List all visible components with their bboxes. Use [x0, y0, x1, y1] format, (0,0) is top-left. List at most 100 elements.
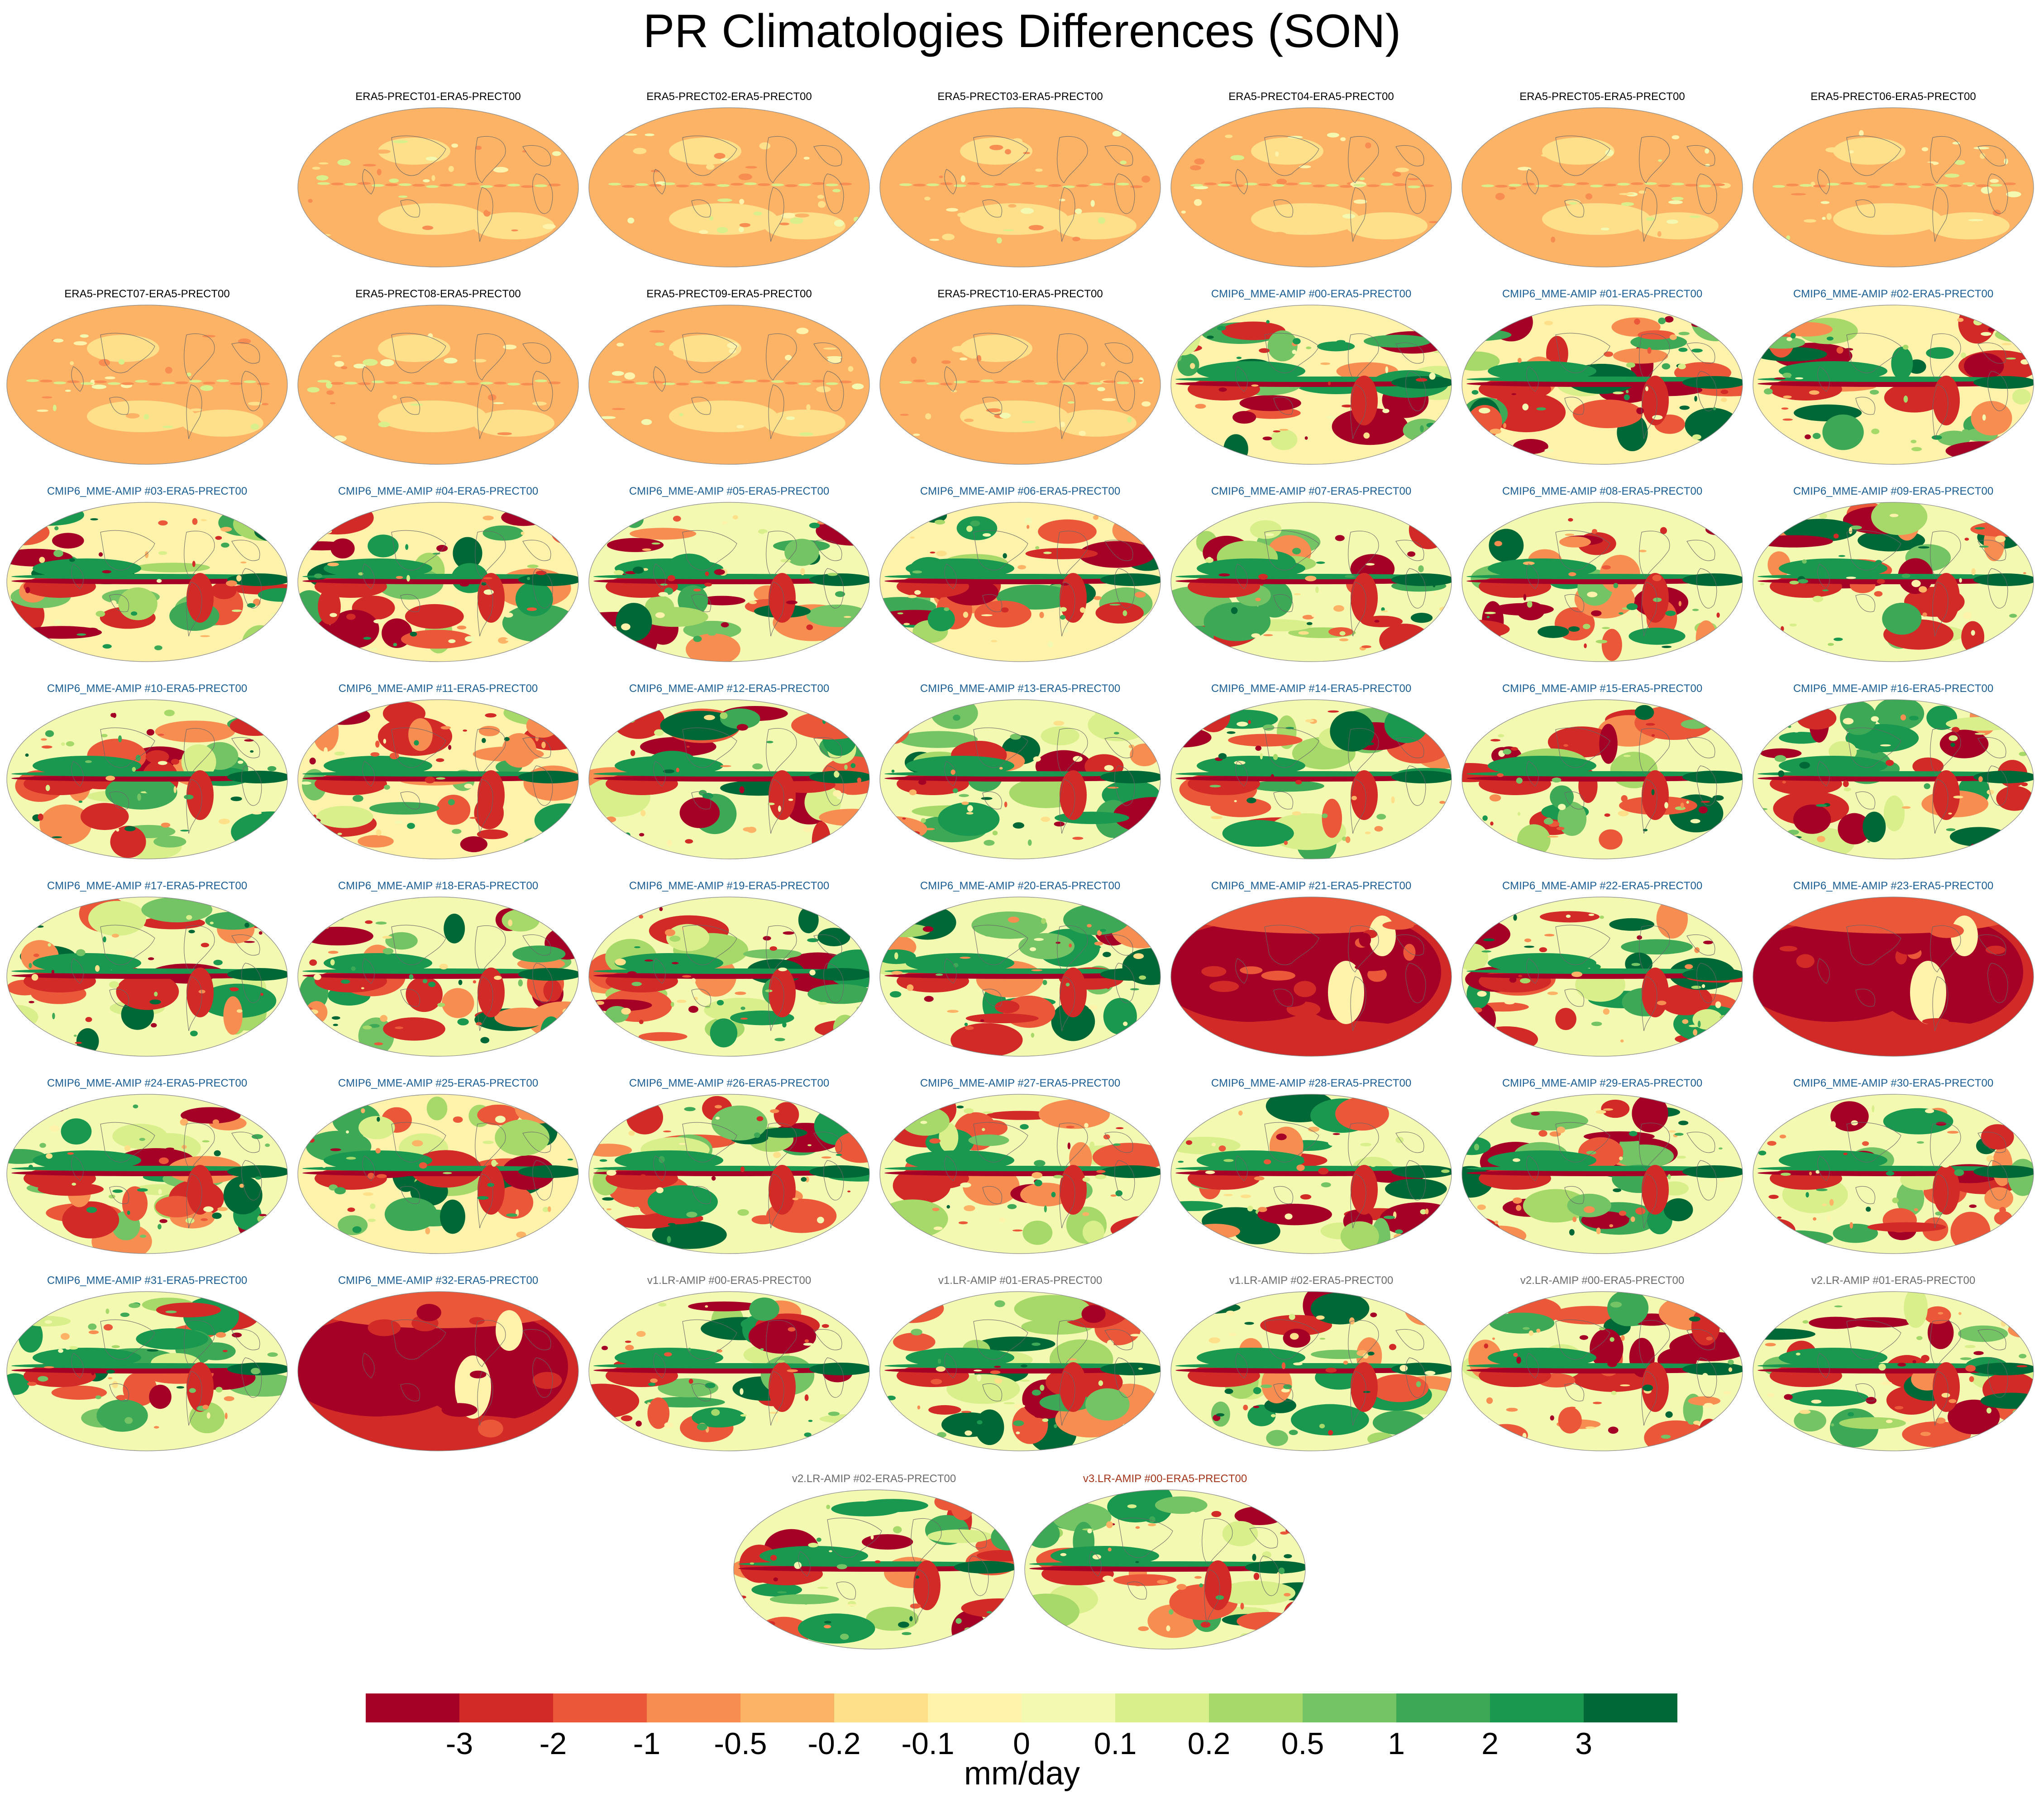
field-speckle	[902, 817, 906, 820]
field-speckle	[625, 1340, 631, 1343]
map-outline	[1170, 897, 1452, 1057]
field-speckle	[704, 582, 712, 587]
field-speckle	[1053, 1175, 1063, 1178]
field-patch	[330, 538, 355, 559]
field-speckle	[1978, 776, 1983, 782]
field-speckle	[1422, 723, 1433, 730]
field-patch	[1757, 336, 1805, 349]
field-speckle	[842, 916, 850, 919]
itcz-streak	[690, 182, 702, 185]
coastline	[1817, 530, 2008, 637]
field-speckle	[616, 343, 624, 347]
field-speckle	[1293, 1362, 1303, 1366]
warm-pool-wet	[1779, 756, 1887, 776]
field-speckle	[1181, 1218, 1187, 1221]
field-speckle	[816, 1537, 821, 1542]
field-speckle	[956, 1105, 964, 1109]
itcz-streak	[257, 382, 270, 386]
field-patch	[1659, 984, 1712, 1016]
map-plot	[879, 897, 1161, 1057]
field-patch	[1760, 748, 1802, 758]
field-speckle	[991, 640, 998, 643]
itcz-streak	[649, 381, 662, 384]
field-speckle	[1591, 1021, 1602, 1026]
field-speckle	[832, 790, 842, 797]
field-patch	[1883, 795, 1905, 831]
field-speckle	[557, 925, 562, 932]
field-speckle	[688, 1348, 691, 1352]
field-speckle	[1541, 153, 1551, 157]
map-plot	[6, 305, 288, 465]
field-speckle	[1355, 963, 1388, 971]
itcz-wet-band	[1466, 377, 1738, 382]
field-speckle	[1146, 1234, 1153, 1240]
itcz-streak	[1062, 382, 1075, 385]
field-speckle	[1308, 1126, 1320, 1132]
field-speckle	[1830, 1121, 1836, 1128]
panel-title: CMIP6_MME-AMIP #21-ERA5-PRECT00	[1211, 880, 1412, 892]
itcz-streak	[967, 380, 980, 383]
field-speckle	[1805, 434, 1811, 439]
field-speckle	[1127, 416, 1132, 423]
warm-pool-wet	[1488, 361, 1596, 381]
field-speckle	[1664, 802, 1668, 809]
field-speckle	[1331, 187, 1344, 191]
map-panel: CMIP6_MME-AMIP #23-ERA5-PRECT00	[1752, 880, 2035, 1074]
field-speckle	[1647, 347, 1652, 354]
field-speckle	[346, 614, 356, 620]
itcz-streak	[731, 381, 743, 384]
field-speckle	[817, 1587, 829, 1589]
field-speckle	[929, 1138, 941, 1144]
field-speckle	[1135, 1526, 1140, 1529]
field-speckle	[1621, 202, 1634, 206]
field-speckle	[1032, 1342, 1041, 1346]
field-speckle	[1047, 1504, 1058, 1507]
field-speckle	[1043, 551, 1052, 554]
north-atlantic-patch	[514, 140, 568, 172]
field-speckle	[621, 1007, 631, 1015]
field-speckle	[1954, 160, 1965, 165]
atlantic-wet	[227, 771, 287, 783]
itcz-streak	[1895, 182, 1907, 186]
field-speckle	[1796, 715, 1802, 719]
field-speckle	[1382, 409, 1390, 413]
field-patch	[927, 1529, 993, 1543]
field-speckle	[1034, 1160, 1046, 1167]
coastline	[362, 1319, 553, 1426]
field-speckle	[331, 1016, 340, 1020]
field-speckle	[139, 1138, 145, 1141]
field-patch	[784, 539, 819, 566]
field-patch	[1607, 1292, 1649, 1326]
field-patch	[1038, 1099, 1110, 1129]
field-speckle	[1284, 840, 1288, 845]
field-speckle	[1692, 434, 1701, 440]
field-patch	[1462, 1136, 1491, 1155]
field-speckle	[1223, 1194, 1233, 1197]
field-speckle	[1138, 1368, 1143, 1370]
field-speckle	[1209, 981, 1239, 992]
field-speckle	[1060, 607, 1067, 612]
field-speckle	[1089, 1141, 1095, 1149]
field-speckle	[1098, 217, 1106, 224]
south-pacific-patch	[669, 401, 778, 432]
warm-pool-wet	[615, 558, 723, 578]
field-speckle	[497, 432, 512, 435]
field-speckle	[1701, 984, 1705, 988]
field-patch	[1691, 305, 1740, 341]
map-plot	[297, 1291, 579, 1451]
field-speckle	[375, 740, 380, 748]
field-patch	[589, 1383, 640, 1419]
field-speckle	[1315, 586, 1319, 593]
field-patch	[968, 1134, 1009, 1146]
field-speckle	[1075, 208, 1082, 214]
field-patch	[1025, 548, 1098, 559]
itcz-streak	[798, 382, 811, 386]
field-patch	[1557, 801, 1587, 836]
field-speckle	[1503, 423, 1506, 429]
field-speckle	[238, 760, 244, 764]
field-speckle	[448, 799, 455, 806]
field-speckle	[1382, 921, 1414, 930]
field-patch	[1883, 1108, 1953, 1135]
field-speckle	[1284, 1554, 1292, 1559]
field-patch	[1572, 399, 1643, 429]
